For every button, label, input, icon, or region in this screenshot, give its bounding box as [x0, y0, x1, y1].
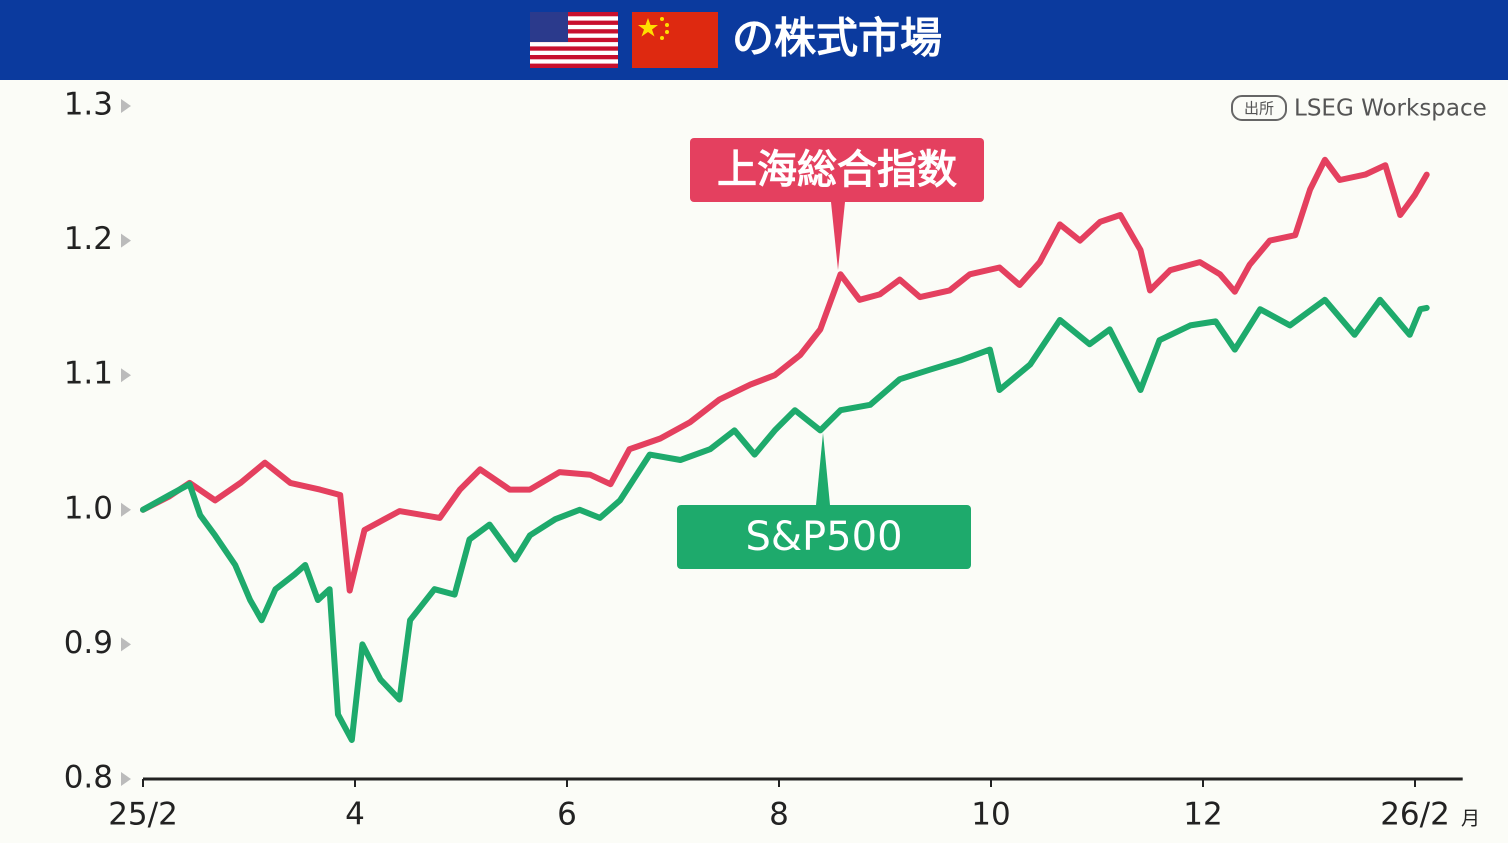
y-tick-mark: [121, 502, 131, 517]
series-line: [140, 156, 1430, 594]
y-tick-mark: [121, 368, 131, 383]
y-tick-label: 1.1: [64, 356, 113, 392]
source-label: 出所: [1244, 100, 1274, 118]
us-flag: [530, 12, 618, 68]
series-line: [140, 296, 1430, 743]
y-tick-mark: [121, 637, 131, 652]
header-bar: [0, 0, 1508, 80]
legend-label: 上海総合指数: [717, 147, 957, 193]
x-tick-label: 8: [769, 797, 789, 833]
x-tick-label: 26/2: [1380, 797, 1450, 833]
label-pointer: [831, 202, 845, 270]
legend-box: [677, 505, 971, 569]
x-tick-label: 25/2: [108, 797, 178, 833]
x-unit: 月: [1461, 808, 1480, 830]
x-tick-label: 10: [971, 797, 1010, 833]
y-tick-label: 0.9: [64, 625, 113, 661]
china-flag: [632, 12, 718, 68]
y-tick-label: 1.2: [64, 221, 113, 257]
label-pointer: [816, 433, 830, 505]
x-tick-label: 4: [345, 797, 365, 833]
y-tick-label: 1.3: [64, 87, 113, 123]
y-tick-mark: [121, 772, 131, 786]
x-tick-label: 6: [557, 797, 577, 833]
chart-title: の株式市場: [732, 14, 942, 63]
y-tick-mark: [121, 233, 131, 248]
legend-label: S&P500: [745, 514, 902, 560]
source: LSEG Workspace: [1294, 96, 1487, 122]
x-tick-label: 12: [1183, 797, 1222, 833]
y-tick-label: 1.0: [64, 490, 113, 526]
legend-box: [690, 138, 984, 202]
source-badge: [1231, 95, 1287, 121]
y-tick-mark: [121, 99, 131, 113]
y-tick-label: 0.8: [64, 760, 113, 796]
